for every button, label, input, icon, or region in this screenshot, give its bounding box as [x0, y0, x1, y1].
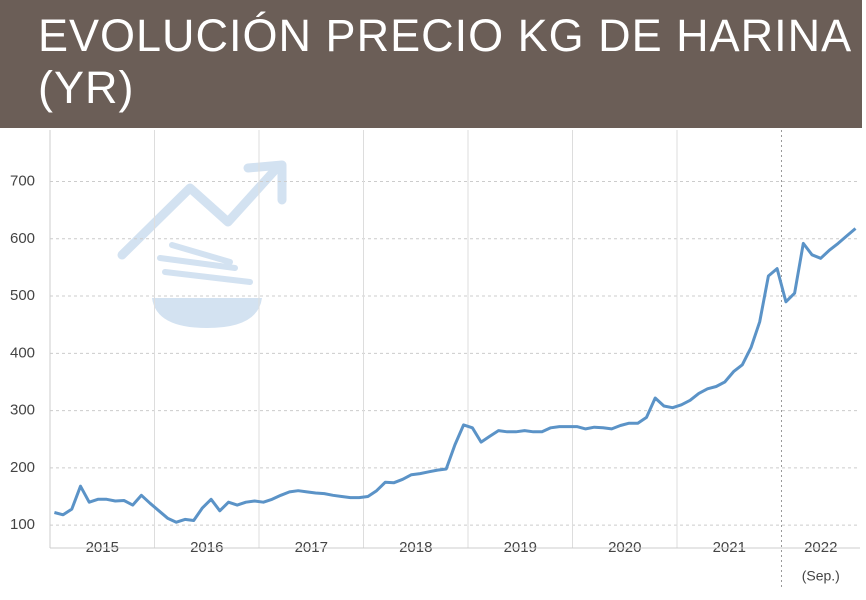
x-tick-label: 2022	[804, 539, 837, 556]
decor-grain	[157, 242, 253, 285]
decor-arrow	[117, 165, 280, 260]
y-tick-label: 100	[10, 516, 35, 533]
y-tick-label: 500	[10, 287, 35, 304]
y-tick-label: 300	[10, 402, 35, 419]
y-tick-label: 700	[10, 173, 35, 190]
x-tick-label: 2021	[713, 539, 746, 556]
decor-icon	[117, 160, 287, 328]
data-line	[54, 227, 857, 524]
y-tick-label: 200	[10, 459, 35, 476]
y-tick-label: 600	[10, 230, 35, 247]
x-tick-label: 2019	[504, 539, 537, 556]
decor-bowl	[152, 298, 262, 328]
chart-title: EVOLUCIÓN PRECIO KG DE HARINA (YR)	[0, 0, 862, 128]
x-tick-label: 2017	[295, 539, 328, 556]
x-tick-label: 2018	[399, 539, 432, 556]
x-tick-label: 2015	[86, 539, 119, 556]
x-tick-label: 2016	[190, 539, 223, 556]
y-tick-label: 400	[10, 344, 35, 361]
x-tick-label: 2020	[608, 539, 641, 556]
x-note: (Sep.)	[802, 568, 840, 584]
